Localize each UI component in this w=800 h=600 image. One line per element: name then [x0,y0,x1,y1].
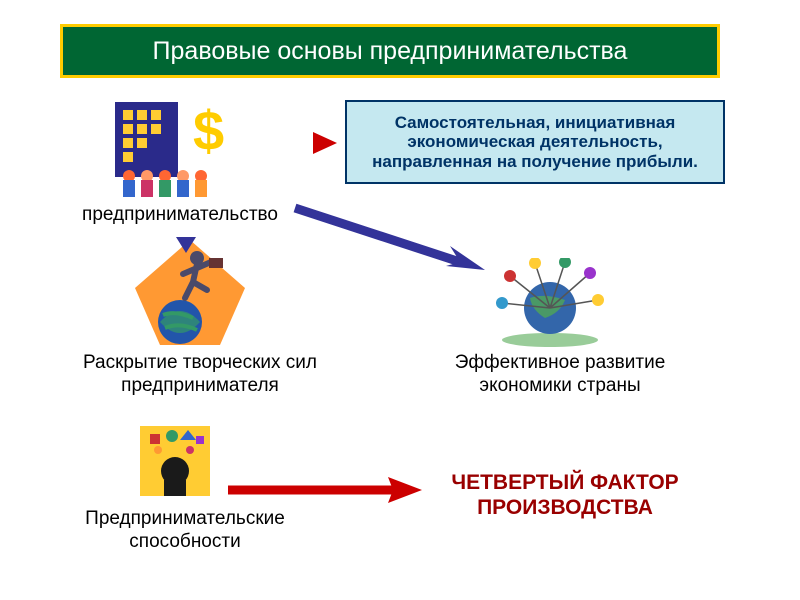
title-box: Правовые основы предпринимательства [60,24,720,78]
business-icon: $ [115,102,230,197]
definition-box: Самостоятельная, инициативная экономичес… [345,100,725,184]
arrow-to-factor [228,475,423,505]
arrow-to-economy [290,200,490,280]
creative-label: Раскрытие творческих сил предпринимателя [80,352,320,398]
ability-label: Предпринимательские способности [55,508,315,554]
arrow-to-definition [263,128,338,158]
factor-text: ЧЕТВЕРТЫЙ ФАКТОР ПРОИЗВОДСТВА [425,470,705,520]
arrow-down-to-creative [173,222,199,254]
ability-icon [140,426,210,496]
creative-icon [135,240,245,345]
entrepreneurship-label: предпринимательство [55,204,305,227]
economy-label: Эффективное развитие экономики страны [440,352,680,398]
definition-text: Самостоятельная, инициативная экономичес… [357,113,713,172]
globe-network-icon [490,258,610,348]
title-text: Правовые основы предпринимательства [153,37,628,66]
svg-text:$: $ [193,102,224,162]
